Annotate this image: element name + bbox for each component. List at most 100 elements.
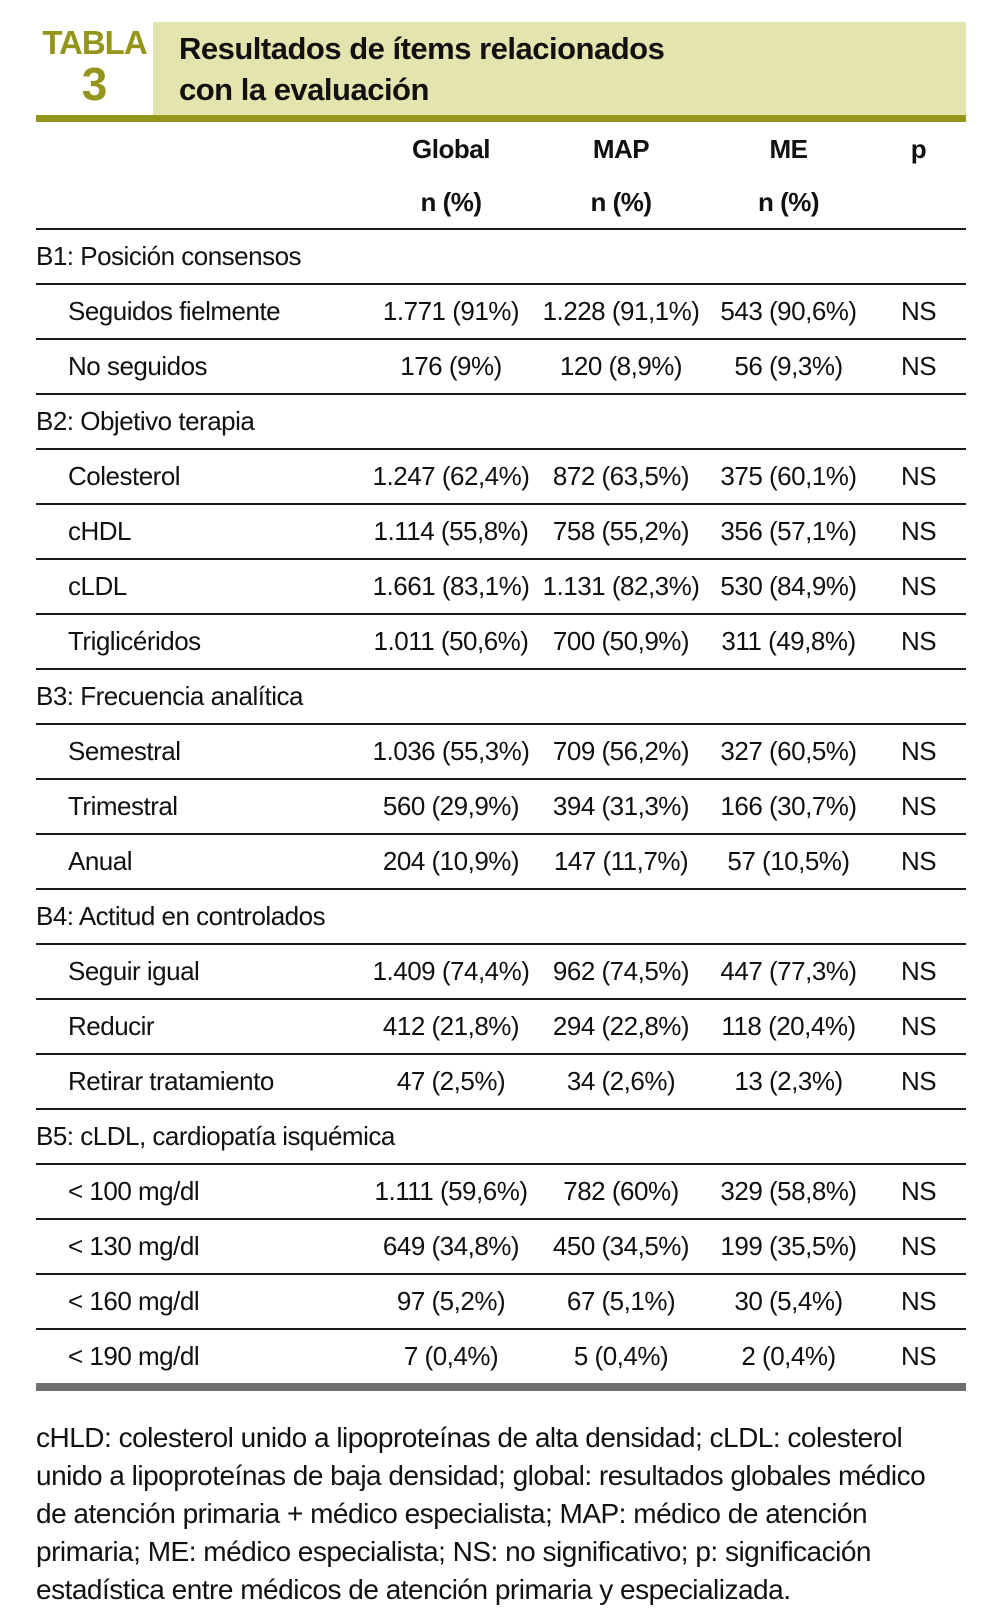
section-row: B5: cLDL, cardiopatía isquémica xyxy=(36,1109,966,1165)
cell-map: 709 (56,2%) xyxy=(536,724,706,780)
table-tag-word: TABLA xyxy=(42,24,147,61)
footnote: cHLD: colesterol unido a lipoproteínas d… xyxy=(36,1422,926,1605)
cell-me: 327 (60,5%) xyxy=(706,724,871,780)
cell-p: NS xyxy=(871,284,966,340)
cell-me: 166 (30,7%) xyxy=(706,779,871,835)
cell-p: NS xyxy=(871,614,966,670)
table-row: < 160 mg/dl 97 (5,2%) 67 (5,1%) 30 (5,4%… xyxy=(36,1274,966,1330)
table-row: < 130 mg/dl 649 (34,8%) 450 (34,5%) 199 … xyxy=(36,1219,966,1275)
cell-global: 1.247 (62,4%) xyxy=(366,449,536,505)
row-label: Retirar tratamiento xyxy=(36,1054,366,1110)
section-title: B2: Objetivo terapia xyxy=(36,394,966,450)
table-row: Trimestral 560 (29,9%) 394 (31,3%) 166 (… xyxy=(36,779,966,835)
row-label: Semestral xyxy=(36,724,366,780)
cell-global: 1.036 (55,3%) xyxy=(366,724,536,780)
cell-global: 649 (34,8%) xyxy=(366,1219,536,1275)
cell-map: 1.131 (82,3%) xyxy=(536,559,706,615)
table-row: Anual 204 (10,9%) 147 (11,7%) 57 (10,5%)… xyxy=(36,834,966,890)
row-label: Colesterol xyxy=(36,449,366,505)
cell-global: 1.011 (50,6%) xyxy=(366,614,536,670)
cell-global: 560 (29,9%) xyxy=(366,779,536,835)
row-label: < 190 mg/dl xyxy=(68,1341,200,1371)
table-tag-number: 3 xyxy=(81,58,108,110)
row-label: < 130 mg/dl xyxy=(36,1219,366,1275)
section-title: B3: Frecuencia analítica xyxy=(36,669,966,725)
cell-p: NS xyxy=(900,1341,937,1371)
cell-me: 311 (49,8%) xyxy=(706,614,871,670)
column-subheader-p xyxy=(871,176,966,230)
cell-map: 67 (5,1%) xyxy=(536,1274,706,1330)
cell-global: 97 (5,2%) xyxy=(366,1274,536,1330)
cell-me: 199 (35,5%) xyxy=(706,1219,871,1275)
column-subheader-me: n (%) xyxy=(706,176,871,230)
column-header-p: p xyxy=(910,133,927,164)
table-row: Seguidos fielmente 1.771 (91%) 1.228 (91… xyxy=(36,284,966,340)
column-header-me: ME xyxy=(769,133,809,164)
section-title: B4: Actitud en controlados xyxy=(36,889,966,945)
row-label: Anual xyxy=(36,834,366,890)
section-title: B1: Posición consensos xyxy=(36,229,966,285)
olive-divider-rule xyxy=(36,115,966,122)
cell-map: 450 (34,5%) xyxy=(536,1219,706,1275)
table-title-line2: con la evaluación xyxy=(179,71,429,107)
cell-map: 147 (11,7%) xyxy=(536,834,706,890)
column-header-row: Global MAP ME p xyxy=(36,122,966,176)
section-row: B2: Objetivo terapia xyxy=(36,394,966,450)
cell-p: NS xyxy=(871,559,966,615)
cell-p: NS xyxy=(871,724,966,780)
cell-me: 30 (5,4%) xyxy=(706,1274,871,1330)
cell-me: 13 (2,3%) xyxy=(706,1054,871,1110)
table-row: Seguir igual 1.409 (74,4%) 962 (74,5%) 4… xyxy=(36,944,966,1000)
table-row: < 190 mg/dl 7 (0,4%) 5 (0,4%) 2 (0,4%) N… xyxy=(36,1329,966,1383)
row-label: Seguir igual xyxy=(36,944,366,1000)
cell-p: NS xyxy=(871,1274,966,1330)
cell-map: 394 (31,3%) xyxy=(536,779,706,835)
table-row: Colesterol 1.247 (62,4%) 872 (63,5%) 375… xyxy=(36,449,966,505)
cell-me: 543 (90,6%) xyxy=(706,284,871,340)
cell-p: NS xyxy=(871,449,966,505)
column-header-empty xyxy=(36,122,366,176)
cell-map: 1.228 (91,1%) xyxy=(536,284,706,340)
cell-p: NS xyxy=(871,339,966,395)
row-label: Reducir xyxy=(36,999,366,1055)
column-subheader-row: n (%) n (%) n (%) xyxy=(36,176,966,230)
cell-map: 962 (74,5%) xyxy=(536,944,706,1000)
row-label: cLDL xyxy=(36,559,366,615)
column-header-map: MAP xyxy=(592,133,650,164)
cell-p: NS xyxy=(871,999,966,1055)
cell-me: 56 (9,3%) xyxy=(706,339,871,395)
cell-me: 57 (10,5%) xyxy=(706,834,871,890)
row-label: Trimestral xyxy=(36,779,366,835)
cell-p: NS xyxy=(871,1054,966,1110)
row-label: < 100 mg/dl xyxy=(36,1164,366,1220)
column-subheader-global: n (%) xyxy=(366,176,536,230)
table-title-line1: Resultados de ítems relacionados xyxy=(179,30,665,66)
column-subheader-map: n (%) xyxy=(536,176,706,230)
cell-map: 294 (22,8%) xyxy=(536,999,706,1055)
table-row: Retirar tratamiento 47 (2,5%) 34 (2,6%) … xyxy=(36,1054,966,1110)
section-row: B3: Frecuencia analítica xyxy=(36,669,966,725)
cell-global: 1.661 (83,1%) xyxy=(366,559,536,615)
table-row: cLDL 1.661 (83,1%) 1.131 (82,3%) 530 (84… xyxy=(36,559,966,615)
cell-global: 47 (2,5%) xyxy=(366,1054,536,1110)
cell-p: NS xyxy=(871,779,966,835)
cell-me: 329 (58,8%) xyxy=(706,1164,871,1220)
cell-p: NS xyxy=(871,504,966,560)
cell-global: 1.409 (74,4%) xyxy=(366,944,536,1000)
table-header: TABLA 3 Resultados de ítems relacionados… xyxy=(36,22,966,115)
cell-map: 5 (0,4%) xyxy=(573,1341,669,1371)
cell-me: 447 (77,3%) xyxy=(706,944,871,1000)
cell-map: 758 (55,2%) xyxy=(536,504,706,560)
row-label: Seguidos fielmente xyxy=(36,284,366,340)
section-row: B1: Posición consensos xyxy=(36,229,966,285)
table-row: Triglicéridos 1.011 (50,6%) 700 (50,9%) … xyxy=(36,614,966,670)
table-row: cHDL 1.114 (55,8%) 758 (55,2%) 356 (57,1… xyxy=(36,504,966,560)
row-label: Triglicéridos xyxy=(36,614,366,670)
cell-me: 118 (20,4%) xyxy=(706,999,871,1055)
cell-map: 120 (8,9%) xyxy=(536,339,706,395)
row-label: No seguidos xyxy=(36,339,366,395)
cell-p: NS xyxy=(871,834,966,890)
cell-p: NS xyxy=(871,1164,966,1220)
cell-global: 1.771 (91%) xyxy=(366,284,536,340)
